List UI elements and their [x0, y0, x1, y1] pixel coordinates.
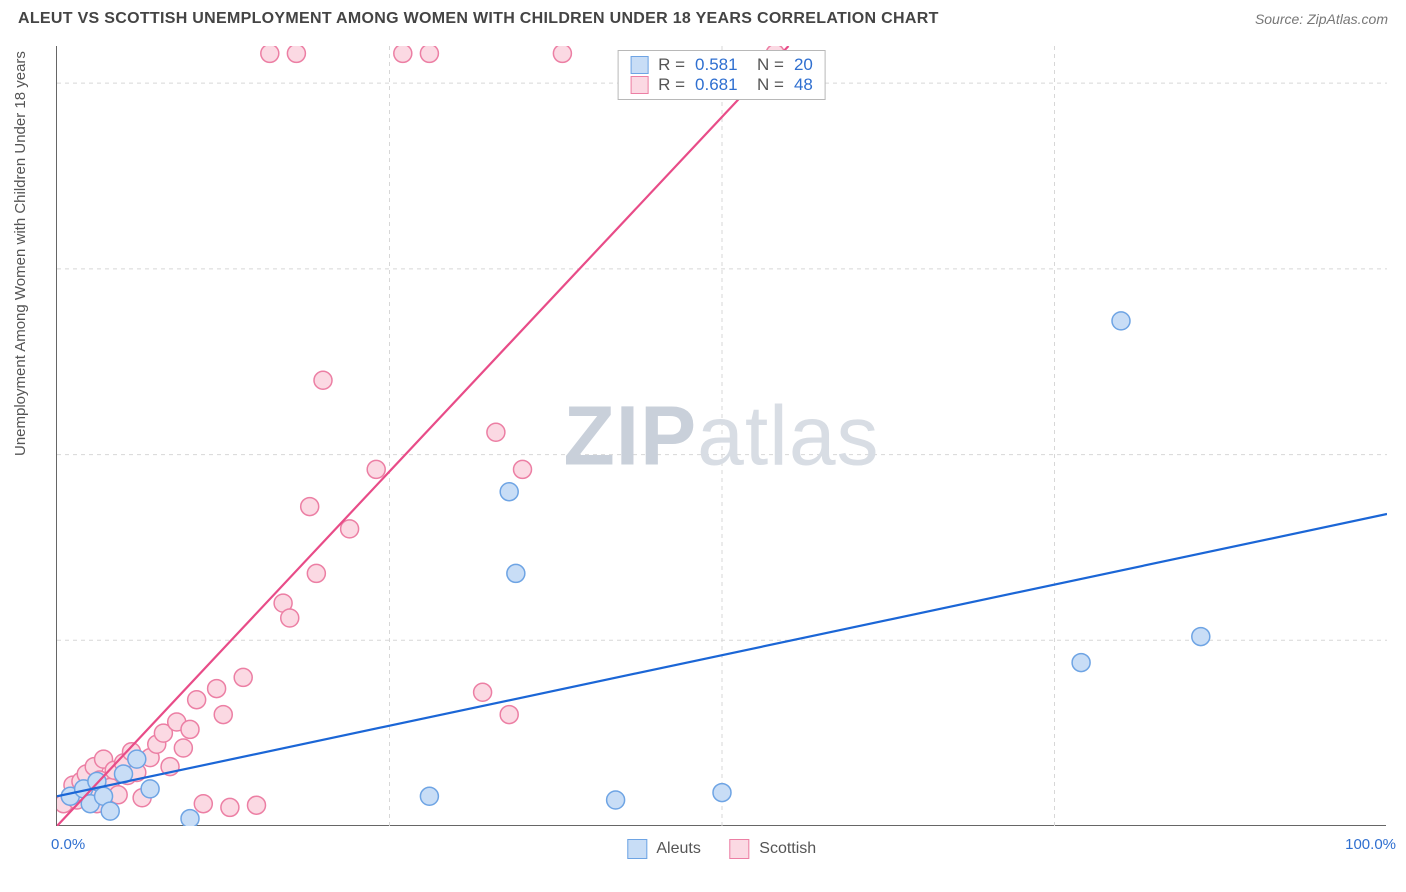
y-axis-label: Unemployment Among Women with Children U…: [12, 51, 29, 456]
legend-swatch-aleuts: [627, 839, 647, 859]
legend-swatch-scottish: [729, 839, 749, 859]
scatter-svg: [57, 46, 1387, 826]
swatch-aleuts: [630, 56, 648, 74]
correlation-box: R = 0.581 N = 20 R = 0.681 N = 48: [617, 50, 826, 100]
r-value-scottish: 0.681: [695, 75, 738, 95]
header: ALEUT VS SCOTTISH UNEMPLOYMENT AMONG WOM…: [0, 0, 1406, 36]
x-tick-label: 100.0%: [1345, 836, 1396, 853]
legend-item-scottish: Scottish: [729, 839, 816, 859]
plot-area: ZIPatlas R = 0.581 N = 20 R = 0.681 N = …: [56, 46, 1386, 826]
legend-label-scottish: Scottish: [759, 840, 816, 857]
swatch-scottish: [630, 76, 648, 94]
x-tick-label: 0.0%: [51, 836, 85, 853]
n-label: N =: [748, 75, 784, 95]
n-label: N =: [748, 55, 784, 75]
source-label: Source: ZipAtlas.com: [1255, 11, 1388, 27]
n-value-aleuts: 20: [794, 55, 813, 75]
r-label: R =: [658, 75, 685, 95]
n-value-scottish: 48: [794, 75, 813, 95]
legend-label-aleuts: Aleuts: [656, 840, 700, 857]
chart-container: Unemployment Among Women with Children U…: [0, 36, 1406, 878]
legend-item-aleuts: Aleuts: [627, 839, 701, 859]
r-label: R =: [658, 55, 685, 75]
legend: Aleuts Scottish: [627, 839, 816, 859]
r-value-aleuts: 0.581: [695, 55, 738, 75]
correlation-row-aleuts: R = 0.581 N = 20: [630, 55, 813, 75]
chart-title: ALEUT VS SCOTTISH UNEMPLOYMENT AMONG WOM…: [18, 10, 939, 28]
correlation-row-scottish: R = 0.681 N = 48: [630, 75, 813, 95]
